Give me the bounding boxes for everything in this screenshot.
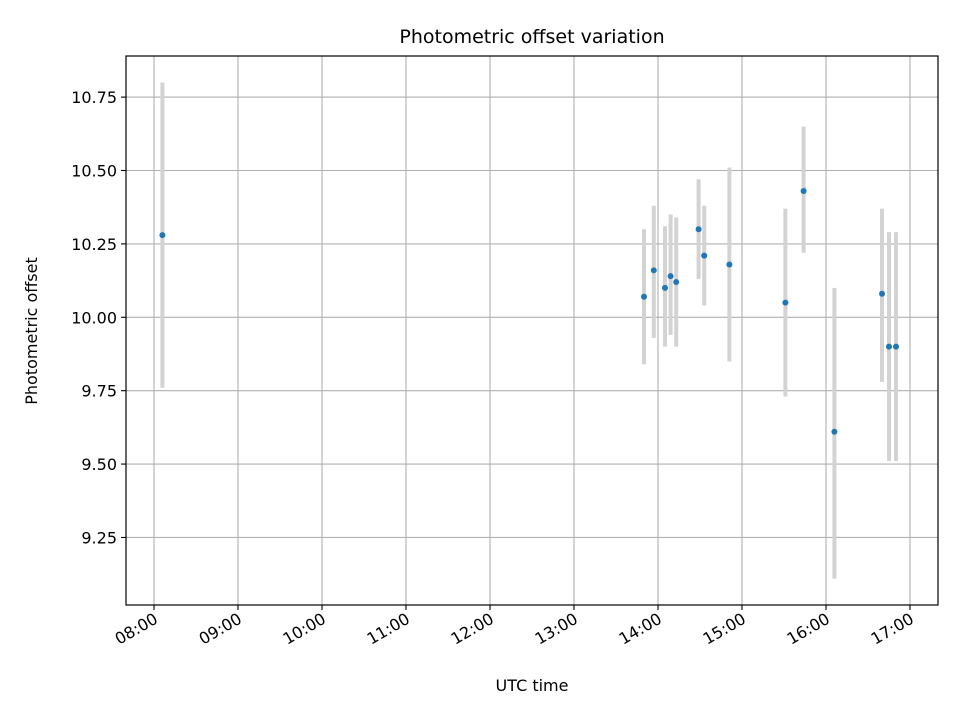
- data-point: [726, 261, 733, 268]
- data-point: [650, 267, 657, 274]
- data-point: [800, 188, 807, 195]
- data-point: [879, 290, 885, 297]
- data-point: [673, 279, 680, 286]
- x-axis-label: UTC time: [496, 676, 569, 695]
- y-axis-ticks: 9.25 9.50 9.75 10.00 10.25 10.50 10.75: [71, 88, 126, 547]
- data-point: [641, 293, 647, 300]
- y-tick-label: 9.50: [81, 455, 117, 474]
- data-points: [159, 188, 899, 435]
- y-tick-label: 10.75: [71, 88, 117, 107]
- chart-title: Photometric offset variation: [399, 26, 664, 48]
- y-axis-label: Photometric offset: [22, 257, 41, 405]
- data-point: [662, 284, 668, 291]
- y-tick-label: 10.00: [71, 308, 117, 327]
- y-tick-label: 9.75: [81, 382, 117, 401]
- y-tick-label: 10.50: [71, 161, 117, 180]
- grid: [126, 56, 938, 605]
- plot-frame: [125, 55, 939, 606]
- data-point: [886, 343, 892, 350]
- data-point: [701, 252, 708, 259]
- y-tick-label: 9.25: [81, 528, 117, 547]
- data-point: [667, 273, 674, 280]
- y-tick-label: 10.25: [71, 235, 117, 254]
- data-point: [831, 428, 838, 435]
- data-point: [695, 226, 702, 233]
- data-point: [893, 343, 899, 350]
- data-point: [782, 299, 789, 306]
- data-point: [159, 232, 166, 239]
